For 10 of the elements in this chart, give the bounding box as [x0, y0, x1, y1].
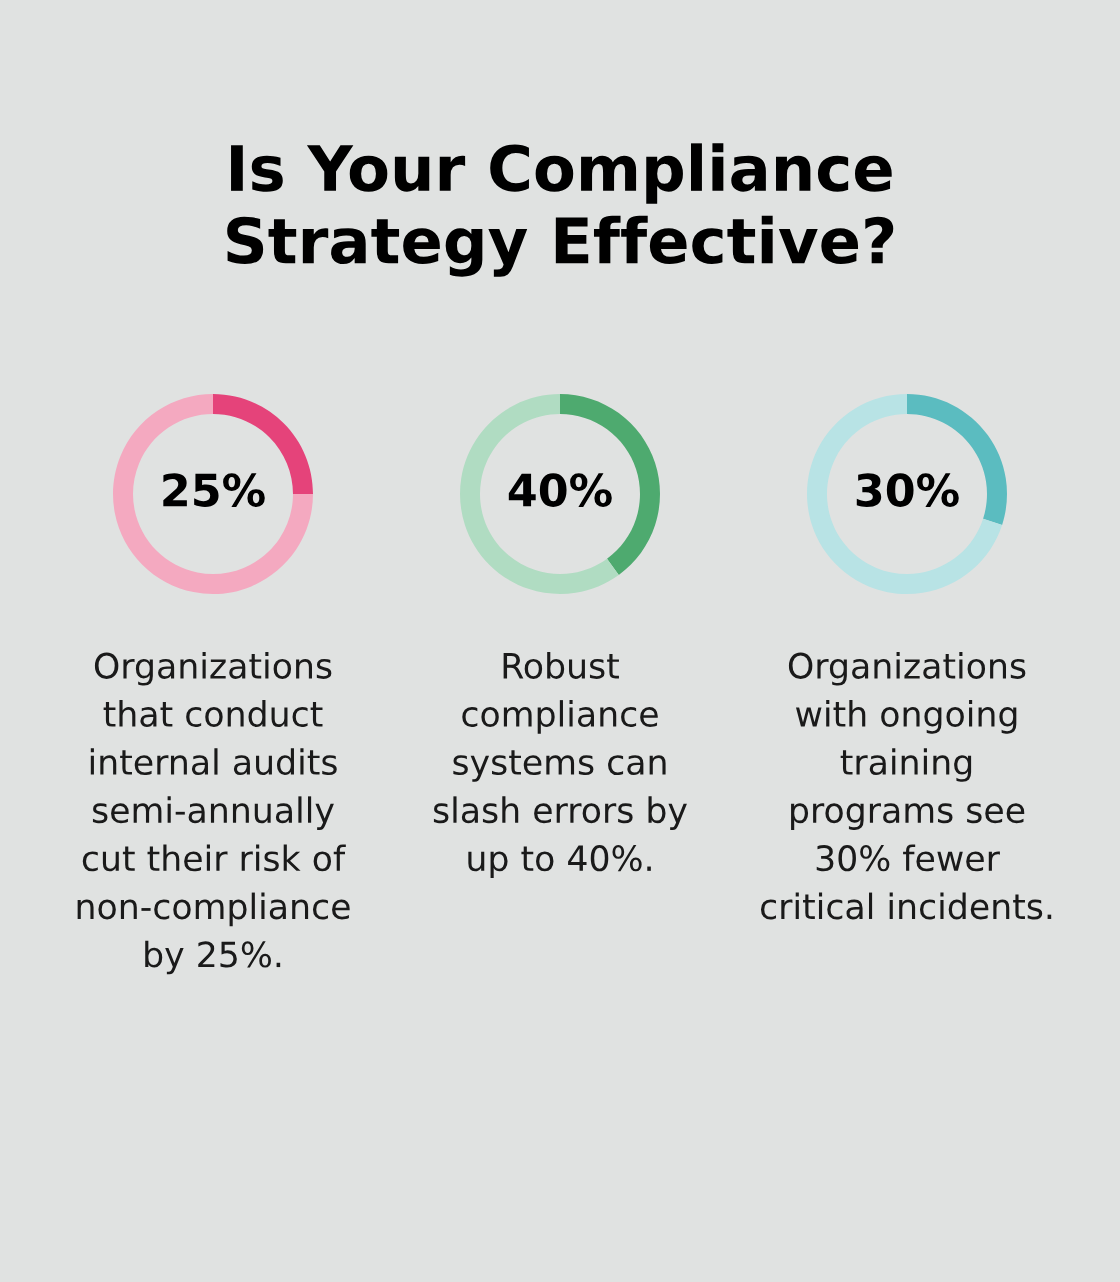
data-label: 25%	[163, 473, 265, 507]
text: Organizations with ongoing training programs see 30% fewer critical incidents.	[760, 652, 1052, 920]
text: Organizations that conduct internal audits semi-annually cut their risk of non-compliance by 25%.	[77, 652, 350, 975]
donut-slice	[113, 394, 313, 594]
text: Is Your Compliance Strategy Effective?	[227, 143, 894, 277]
data-label: 30%	[856, 473, 959, 507]
donut-slice	[807, 394, 1003, 594]
donut-slice	[460, 394, 619, 594]
data-label: 40%	[508, 473, 612, 507]
text: Robust compliance systems can slash errors by up to 40%.	[433, 652, 687, 879]
